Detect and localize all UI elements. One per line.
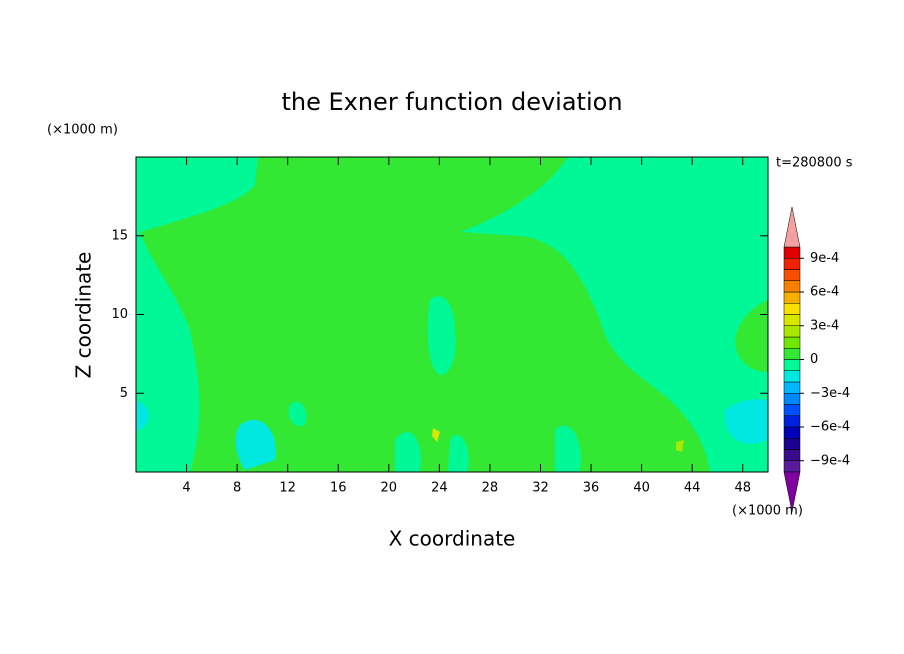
colorbar-under	[783, 471, 801, 513]
y-tick-label: 10	[111, 307, 128, 322]
colorbar-tick-label: 0	[810, 352, 818, 367]
x-tick-label: 44	[684, 481, 701, 496]
field-region	[676, 440, 684, 452]
x-tick-label: 24	[431, 481, 448, 496]
colorbar-swatch	[783, 449, 801, 461]
x-tick-label: 40	[633, 481, 650, 496]
x-tick-label: 16	[330, 481, 347, 496]
field-region	[735, 300, 768, 372]
field-region	[427, 296, 456, 375]
x-tick-label: 36	[583, 481, 600, 496]
colorbar-swatch	[783, 291, 801, 304]
chart-title: the Exner function deviation	[281, 88, 622, 116]
colorbar-tick-label: 3e-4	[810, 318, 839, 333]
y-axis-label: Z coordinate	[72, 252, 96, 379]
colorbar-swatch	[783, 381, 801, 394]
colorbar-swatch	[783, 280, 801, 293]
colorbar-tick-label: 9e-4	[810, 251, 839, 266]
time-label: t=280800 s	[776, 156, 853, 171]
colorbar-swatch	[783, 370, 801, 383]
field-region	[432, 428, 440, 442]
x-tick-label: 20	[381, 481, 398, 496]
field-region	[235, 419, 276, 470]
field-region	[555, 425, 581, 472]
x-tick-label: 4	[182, 481, 190, 496]
y-tick-label: 15	[111, 228, 128, 243]
y-unit: (×1000 m)	[47, 123, 118, 138]
field-region	[288, 401, 307, 427]
x-unit: (×1000 m)	[732, 504, 803, 519]
x-tick-label: 32	[532, 481, 549, 496]
colorbar-swatch	[783, 303, 801, 315]
field	[136, 157, 768, 472]
colorbar-tick-label: −6e-4	[810, 420, 850, 435]
colorbar-over	[783, 206, 801, 248]
colorbar-swatch	[783, 246, 801, 259]
colorbar-swatch	[783, 348, 801, 360]
colorbar-swatch	[783, 426, 801, 439]
colorbar-swatch	[783, 415, 801, 428]
field-region	[448, 434, 469, 472]
colorbar-swatch	[783, 258, 801, 270]
colorbar-tick-label: 6e-4	[810, 285, 839, 300]
colorbar-swatch	[783, 404, 801, 416]
x-tick-label: 8	[233, 481, 241, 496]
field-region	[140, 157, 710, 472]
colorbar-swatch	[783, 336, 801, 349]
x-axis-label: X coordinate	[389, 527, 516, 551]
colorbar-swatch	[783, 438, 801, 450]
colorbar-tick-label: −9e-4	[810, 453, 850, 468]
colorbar-swatch	[783, 460, 801, 473]
colorbar-swatch	[783, 359, 801, 371]
field-region	[395, 431, 421, 472]
colorbar-tick-label: −3e-4	[810, 386, 850, 401]
colorbar-swatch	[783, 314, 801, 326]
x-tick-label: 28	[482, 481, 499, 496]
field-region	[136, 400, 150, 430]
colorbar-swatch	[783, 269, 801, 281]
field-region	[724, 399, 768, 444]
y-tick-label: 5	[120, 386, 128, 401]
colorbar-swatch	[783, 393, 801, 405]
x-tick-label: 48	[734, 481, 751, 496]
x-tick-label: 12	[279, 481, 296, 496]
colorbar-swatch	[783, 325, 801, 338]
